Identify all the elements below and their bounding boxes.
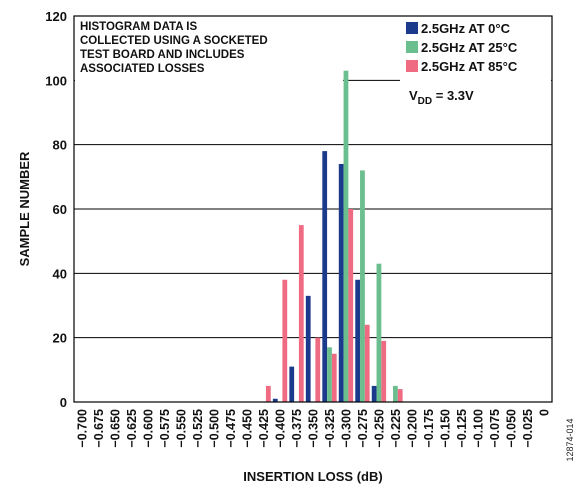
grid-lines <box>74 79 552 339</box>
annotation-box <box>75 17 343 83</box>
legend-box <box>400 17 551 113</box>
bar-series1-minus0.250 <box>376 263 382 402</box>
x-tick-label-28: 0 <box>537 409 551 416</box>
x-tick-label-2: −0.650 <box>109 409 123 448</box>
x-tick-label-27: −0.025 <box>521 409 535 448</box>
bar-series2-minus0.375 <box>298 225 304 402</box>
x-tick-label-16: −0.300 <box>339 409 353 448</box>
legend-label-85c: 2.5GHz AT 85°C <box>421 59 518 74</box>
x-tick-label-26: −0.050 <box>504 409 518 448</box>
legend-swatch-0c <box>406 22 418 34</box>
x-tick-label-18: −0.250 <box>372 409 386 448</box>
bar-series1-minus0.300 <box>343 70 349 402</box>
legend-item-0c: 2.5GHz AT 0°C <box>406 21 511 36</box>
vdd-label-rest: = 3.3V <box>432 88 474 103</box>
x-tick-label-6: −0.550 <box>175 409 189 448</box>
x-tick-label-14: −0.350 <box>307 409 321 448</box>
annotation-line-1: HISTOGRAM DATA IS <box>80 21 197 33</box>
x-tick-label-1: −0.675 <box>92 409 106 448</box>
legend-label-25c: 2.5GHz AT 25°C <box>421 40 518 55</box>
vdd-label-sub: DD <box>418 96 432 107</box>
y-tick-label-0: 0 <box>60 395 67 410</box>
y-tick-label-120: 120 <box>45 9 67 24</box>
annotation-line-4: ASSOCIATED LOSSES <box>80 63 205 75</box>
bar-series1-minus0.225 <box>393 385 398 402</box>
y-tick-label-100: 100 <box>45 73 67 88</box>
bar-series0-minus0.400 <box>272 398 278 402</box>
legend-label-0c: 2.5GHz AT 0°C <box>421 21 511 36</box>
y-tick-labels: 0 20 40 60 80 100 120 <box>45 9 67 410</box>
x-tick-labels: −0.700 −0.675 −0.650 −0.625 −0.600 −0.575 −0.5… <box>76 409 552 448</box>
x-tick-label-7: −0.525 <box>191 409 205 448</box>
x-axis-title: INSERTION LOSS (dB) <box>243 469 382 484</box>
x-tick-label-12: −0.400 <box>274 409 288 448</box>
bar-series0-minus0.350 <box>305 295 311 402</box>
x-tick-label-20: −0.200 <box>405 409 419 448</box>
bar-series2-minus0.350 <box>315 337 321 402</box>
x-tick-label-5: −0.575 <box>158 409 172 448</box>
y-tick-label-40: 40 <box>53 266 67 281</box>
bar-series1-minus0.275 <box>360 170 365 402</box>
annotation-line-3: TEST BOARD AND INCLUDES <box>80 49 245 61</box>
x-tick-label-8: −0.500 <box>208 409 222 448</box>
y-tick-label-20: 20 <box>53 331 67 346</box>
figure-id: 12874-014 <box>565 418 575 461</box>
annotation-line-2: COLLECTED USING A SOCKETED <box>80 35 268 47</box>
bar-series0-minus0.300 <box>338 163 344 402</box>
bar-series0-minus0.250 <box>371 385 377 402</box>
bars <box>265 70 403 402</box>
x-tick-label-13: −0.375 <box>290 409 304 448</box>
legend-item-85c: 2.5GHz AT 85°C <box>406 59 518 74</box>
x-tick-label-17: −0.275 <box>356 409 370 448</box>
x-tick-label-0: −0.700 <box>76 409 90 448</box>
vdd-label: VDD = 3.3V <box>409 88 474 107</box>
x-tick-label-10: −0.450 <box>241 409 255 448</box>
x-tick-label-22: −0.150 <box>438 409 452 448</box>
legend-swatch-85c <box>406 60 418 72</box>
x-tick-label-19: −0.225 <box>389 409 403 448</box>
bar-series2-minus0.250 <box>381 340 387 402</box>
x-tick-label-21: −0.175 <box>422 409 436 448</box>
bar-series2-minus0.425 <box>265 385 271 402</box>
legend-swatch-25c <box>406 41 418 53</box>
x-tick-label-3: −0.625 <box>125 409 139 448</box>
plot-frame <box>73 15 553 403</box>
y-axis-title: SAMPLE NUMBER <box>17 151 32 266</box>
bar-series2-minus0.300 <box>348 209 354 402</box>
legend-item-25c: 2.5GHz AT 25°C <box>406 40 518 55</box>
x-tick-label-11: −0.425 <box>257 409 271 448</box>
x-tick-label-25: −0.075 <box>488 409 502 448</box>
x-tick-label-15: −0.325 <box>323 409 337 448</box>
bar-series2-minus0.225 <box>397 389 403 402</box>
x-tick-label-24: −0.100 <box>471 409 485 448</box>
bar-series0-minus0.275 <box>355 279 361 402</box>
y-tick-label-60: 60 <box>53 202 67 217</box>
bar-series2-minus0.275 <box>364 324 370 402</box>
x-tick-label-4: −0.600 <box>142 409 156 448</box>
bar-series0-minus0.375 <box>289 366 295 402</box>
bar-series2-minus0.400 <box>282 279 288 402</box>
x-tick-label-23: −0.125 <box>455 409 469 448</box>
bar-series0-minus0.325 <box>322 151 328 402</box>
bar-series1-minus0.325 <box>327 347 332 402</box>
y-tick-label-80: 80 <box>53 138 67 153</box>
x-tick-label-9: −0.475 <box>224 409 238 448</box>
vdd-label-main: V <box>409 88 418 103</box>
bar-series2-minus0.325 <box>331 353 337 402</box>
